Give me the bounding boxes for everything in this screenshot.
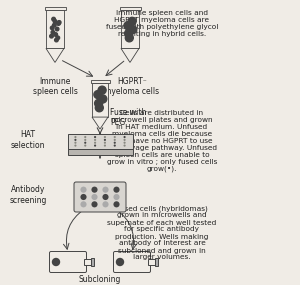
Circle shape <box>84 144 86 147</box>
Circle shape <box>84 142 86 144</box>
Bar <box>44 7 65 11</box>
Circle shape <box>51 30 55 34</box>
Circle shape <box>113 187 120 193</box>
Circle shape <box>80 187 87 193</box>
Text: Cells are distributed in
microwell plates and grown
in HAT medium. Unfused
myelo: Cells are distributed in microwell plate… <box>106 110 218 172</box>
Circle shape <box>56 36 60 40</box>
Bar <box>92 258 94 266</box>
Bar <box>119 7 140 11</box>
Bar <box>46 11 64 48</box>
Circle shape <box>74 136 77 138</box>
Bar <box>91 80 110 83</box>
Circle shape <box>124 22 132 30</box>
Circle shape <box>99 95 107 103</box>
Circle shape <box>125 34 133 42</box>
Circle shape <box>114 142 116 144</box>
Text: Fused cells (hybridomas)
grown in microwells and
supernate of each well tested
f: Fused cells (hybridomas) grown in microw… <box>107 205 217 260</box>
Circle shape <box>74 144 77 147</box>
Circle shape <box>113 194 120 200</box>
Circle shape <box>52 23 56 27</box>
Circle shape <box>114 139 116 141</box>
Circle shape <box>128 17 136 25</box>
Circle shape <box>94 139 96 141</box>
Polygon shape <box>121 48 139 62</box>
Text: HGPRT⁻
myeloma cells: HGPRT⁻ myeloma cells <box>104 77 160 96</box>
Circle shape <box>116 258 124 266</box>
Circle shape <box>57 21 61 24</box>
Circle shape <box>129 26 137 34</box>
FancyBboxPatch shape <box>113 251 151 272</box>
Circle shape <box>104 139 106 141</box>
Circle shape <box>50 34 53 38</box>
Text: Fuse with
PEG: Fuse with PEG <box>110 108 146 127</box>
Circle shape <box>84 136 86 138</box>
Circle shape <box>54 33 58 36</box>
Polygon shape <box>92 117 108 129</box>
Circle shape <box>124 136 126 138</box>
Bar <box>155 258 158 266</box>
Text: Antibody
screening: Antibody screening <box>9 185 47 205</box>
Circle shape <box>102 201 109 207</box>
Circle shape <box>53 19 57 23</box>
Circle shape <box>84 139 86 141</box>
Circle shape <box>104 136 106 138</box>
Circle shape <box>92 187 98 193</box>
Polygon shape <box>68 149 133 155</box>
FancyBboxPatch shape <box>50 251 86 272</box>
Bar <box>92 83 108 117</box>
Circle shape <box>113 201 120 207</box>
Circle shape <box>94 142 96 144</box>
Bar <box>121 11 139 48</box>
Circle shape <box>104 142 106 144</box>
Circle shape <box>94 136 96 138</box>
Circle shape <box>50 26 54 30</box>
Text: Immune spleen cells and
HGPRT myeloma cells are
fused with polyethylene glycol
r: Immune spleen cells and HGPRT myeloma ce… <box>106 10 218 37</box>
Circle shape <box>92 201 98 207</box>
Text: Subcloning: Subcloning <box>79 275 121 284</box>
Circle shape <box>74 142 77 144</box>
Circle shape <box>102 194 109 200</box>
Bar <box>84 259 92 265</box>
FancyBboxPatch shape <box>74 182 126 212</box>
Circle shape <box>80 201 87 207</box>
Circle shape <box>74 139 77 141</box>
Circle shape <box>55 38 58 42</box>
Circle shape <box>124 142 126 144</box>
Circle shape <box>124 144 126 147</box>
Circle shape <box>102 187 109 193</box>
Text: HAT
selection: HAT selection <box>11 130 45 150</box>
Circle shape <box>57 22 60 25</box>
Circle shape <box>124 29 133 37</box>
Polygon shape <box>46 48 64 62</box>
Circle shape <box>92 194 98 200</box>
Circle shape <box>95 104 103 112</box>
Circle shape <box>52 17 56 21</box>
Circle shape <box>55 27 59 31</box>
Circle shape <box>94 144 96 147</box>
Circle shape <box>124 139 126 141</box>
Circle shape <box>52 258 59 266</box>
Circle shape <box>80 194 87 200</box>
Polygon shape <box>68 134 133 149</box>
Circle shape <box>114 144 116 147</box>
Bar <box>148 259 155 265</box>
Circle shape <box>114 136 116 138</box>
Text: Immune
spleen cells: Immune spleen cells <box>33 77 77 96</box>
Circle shape <box>98 86 106 94</box>
Circle shape <box>94 99 103 107</box>
Circle shape <box>94 91 102 99</box>
Circle shape <box>104 144 106 147</box>
